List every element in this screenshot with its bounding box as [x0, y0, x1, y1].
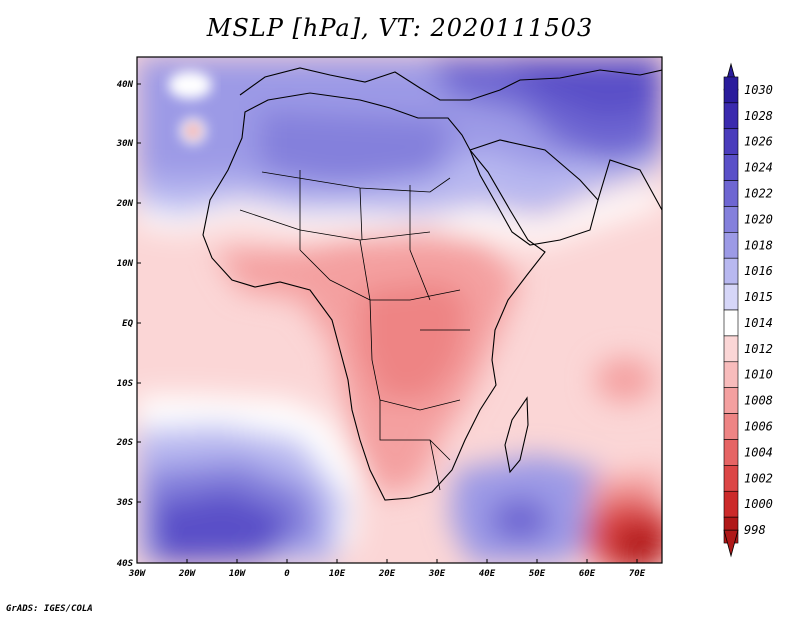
lon-tick-label: 30W — [128, 569, 147, 579]
colorbar-segment — [723, 413, 739, 440]
colorbar-segment — [723, 154, 739, 181]
colorbar-label: 1018 — [744, 238, 773, 252]
lon-tick-label: 0 — [284, 569, 290, 579]
lat-tick-label: 30N — [116, 139, 134, 149]
colorbar-label: 1024 — [744, 161, 773, 175]
colorbar-segment — [723, 309, 739, 337]
lat-tick-label: EQ — [122, 319, 133, 329]
colorbar-segment — [723, 102, 739, 130]
lon-tick-label: 70E — [629, 569, 646, 579]
longitude-axis: 30W 20W 10W 0 10E 20E 30E 40E 50E 60E 70E — [128, 559, 646, 579]
credit-label: GrADS: IGES/COLA — [6, 604, 93, 614]
colorbar-label: 1012 — [744, 342, 773, 356]
colorbar-label: 1008 — [744, 394, 773, 408]
lat-tick-label: 20N — [116, 199, 134, 209]
lon-tick-label: 30E — [428, 569, 446, 579]
colorbar-label: 1020 — [744, 212, 773, 226]
colorbar: 1030 1028 1026 1024 1022 1020 1018 1016 1015 1014… — [723, 62, 773, 558]
lon-tick-label: 20E — [378, 569, 396, 579]
madagascar-coastline — [504, 396, 529, 474]
azores-local — [168, 71, 212, 99]
plot-frame — [136, 56, 663, 564]
arabia-coastline — [469, 139, 599, 246]
colorbar-label: 1006 — [744, 420, 773, 434]
coastlines — [202, 67, 662, 501]
transition-north — [137, 185, 662, 245]
lat-tick-label: 40N — [117, 80, 134, 90]
lat-tick-label: 20S — [116, 438, 134, 448]
africa-coastline — [202, 92, 546, 501]
colorbar-segment — [723, 361, 739, 388]
colorbar-label: 1016 — [744, 264, 773, 278]
central-africa-low — [360, 280, 470, 400]
lon-tick-label: 50E — [529, 569, 546, 579]
colorbar-segment — [723, 335, 739, 363]
colorbar-segment — [723, 232, 739, 259]
colorbar-segment — [723, 387, 739, 414]
colorbar-segment — [723, 439, 739, 466]
colorbar-label: 1000 — [744, 497, 773, 511]
lon-tick-label: 10E — [329, 569, 346, 579]
colorbar-segment — [723, 180, 739, 207]
colorbar-label: 1010 — [744, 368, 773, 382]
lat-tick-label: 30S — [116, 498, 134, 508]
lon-tick-label: 60E — [579, 569, 596, 579]
colorbar-segment — [723, 128, 739, 155]
south-atlantic-core — [150, 490, 290, 563]
lon-tick-label: 10W — [229, 569, 247, 579]
colorbar-label: 1004 — [744, 445, 773, 459]
colorbar-label: 1028 — [744, 109, 773, 123]
lat-tick-label: 10S — [117, 379, 134, 389]
colorbar-label: 1015 — [744, 290, 773, 304]
colorbar-bottom-arrow — [723, 529, 739, 558]
pressure-field — [137, 57, 662, 563]
colorbar-segment — [723, 465, 739, 492]
colorbar-label: 998 — [744, 523, 766, 537]
borders — [239, 170, 470, 491]
colorbar-label: 1030 — [744, 83, 773, 97]
lon-tick-label: 40E — [479, 569, 496, 579]
colorbar-label: 1022 — [744, 186, 773, 200]
south-indian-core — [490, 498, 550, 542]
map-title: MSLP [hPa], VT: 2020111503 — [206, 14, 594, 42]
colorbar-label: 1014 — [744, 316, 773, 330]
colorbar-label: 1026 — [744, 135, 773, 149]
mediterranean-north — [239, 67, 662, 101]
canary-local-low — [186, 124, 200, 138]
sahara-high — [260, 110, 450, 185]
lon-tick-label: 20W — [178, 569, 197, 579]
colorbar-segment — [723, 76, 739, 104]
lat-tick-label: 40S — [117, 559, 134, 569]
colorbar-segment — [723, 283, 739, 311]
lat-tick-label: 10N — [117, 259, 134, 269]
colorbar-segment — [723, 257, 739, 285]
colorbar-segment — [723, 206, 739, 233]
colorbar-label: 1002 — [744, 471, 773, 485]
southeast-low-core — [612, 523, 662, 563]
indian-ocean-low — [595, 358, 655, 402]
asia-coast — [597, 159, 662, 211]
colorbar-segment — [723, 490, 739, 518]
latitude-axis: 40N 30N 20N 10N EQ 10S 20S 30S 40S — [116, 80, 141, 569]
